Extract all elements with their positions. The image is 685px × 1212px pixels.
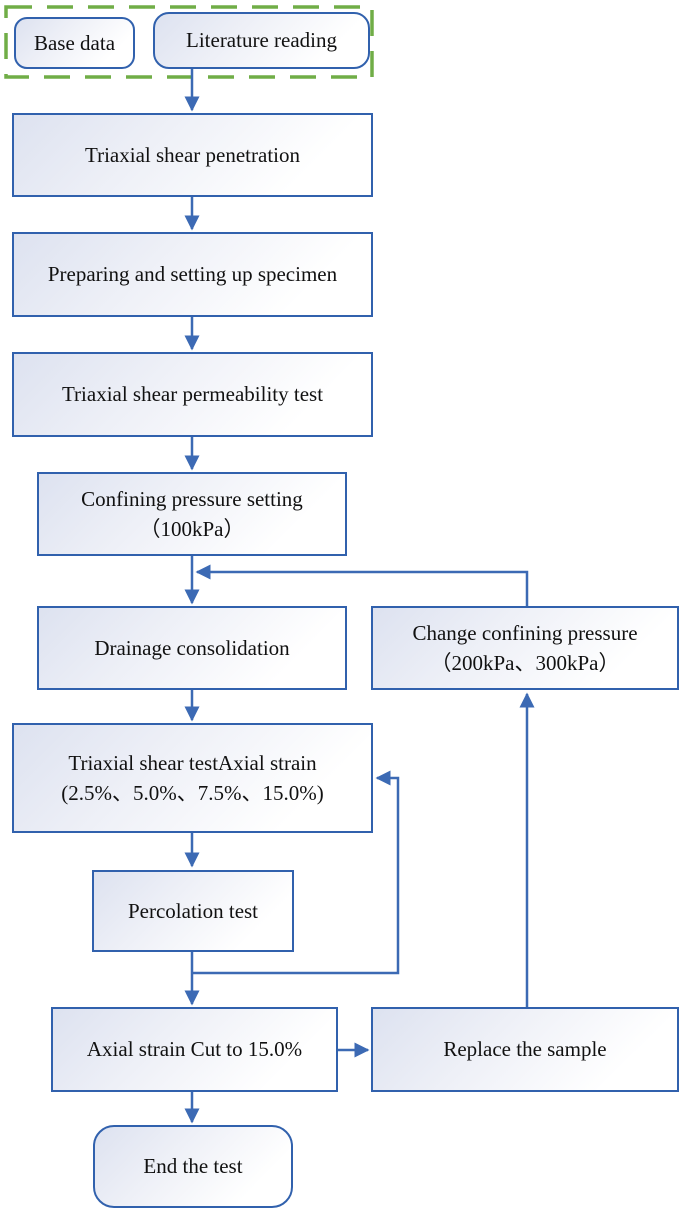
node-percolation-test: Percolation test: [92, 870, 294, 952]
node-sublabel: (2.5%、5.0%、7.5%、15.0%): [61, 781, 324, 805]
node-label: Change confining pressure: [412, 620, 638, 645]
input-group-dashed-border: [4, 5, 374, 79]
node-label: Axial strain Cut to 15.0%: [86, 1037, 303, 1062]
node-literature-reading: Literature reading: [153, 12, 370, 69]
node-confining-pressure-setting: Confining pressure setting （100kPa）: [37, 472, 347, 556]
node-sublabel: （200kPa、300kPa）: [430, 651, 620, 675]
node-label: Drainage consolidation: [94, 635, 290, 660]
node-label: End the test: [143, 1154, 243, 1179]
node-drainage-consolidation: Drainage consolidation: [37, 606, 347, 690]
edge-change-pressure-feedback: [195, 564, 529, 606]
node-axial-strain-cut: Axial strain Cut to 15.0%: [51, 1007, 338, 1092]
node-change-confining-pressure: Change confining pressure （200kPa、300kPa…: [371, 606, 679, 690]
node-label: Literature reading: [186, 28, 337, 53]
node-label: Confining pressure setting: [81, 486, 303, 511]
node-label: Replace the sample: [443, 1037, 607, 1062]
edge-percolation-loop-to-sheartest: [192, 770, 400, 975]
node-sublabel: （100kPa）: [139, 517, 245, 541]
node-label: Triaxial shear testAxial strain: [68, 750, 317, 775]
node-base-data: Base data: [14, 17, 135, 69]
node-label: Base data: [33, 30, 116, 55]
node-triaxial-shear-test: Triaxial shear testAxial strain (2.5%、5.…: [12, 723, 373, 833]
node-end-test: End the test: [93, 1125, 293, 1208]
node-label: Triaxial shear penetration: [85, 142, 300, 167]
node-replace-sample: Replace the sample: [371, 1007, 679, 1092]
node-triaxial-shear-penetration: Triaxial shear penetration: [12, 113, 373, 197]
node-label: Triaxial shear permeability test: [61, 382, 324, 407]
node-preparing-specimen: Preparing and setting up specimen: [12, 232, 373, 317]
node-label: Preparing and setting up specimen: [47, 262, 338, 287]
node-label: Percolation test: [127, 898, 259, 923]
node-permeability-test: Triaxial shear permeability test: [12, 352, 373, 437]
